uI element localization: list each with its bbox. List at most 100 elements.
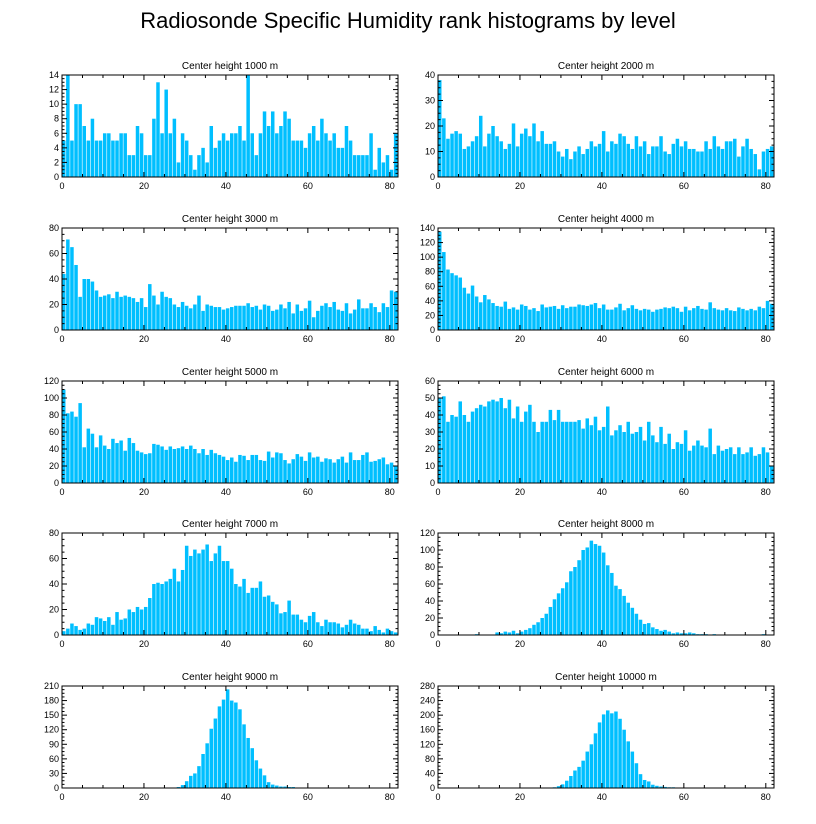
histogram-bar — [515, 146, 520, 177]
histogram-bar — [131, 443, 136, 483]
histogram-bar — [634, 613, 639, 635]
histogram-bar — [569, 306, 573, 330]
histogram-bar — [86, 428, 91, 483]
histogram-bar — [197, 155, 201, 177]
y-tick-label: 40 — [49, 444, 59, 454]
histogram-bar — [577, 420, 581, 483]
y-tick-label: 60 — [425, 281, 435, 291]
histogram-bar — [626, 308, 630, 330]
histogram-bar — [581, 305, 585, 330]
histogram-bar — [466, 293, 471, 330]
histogram-bar — [287, 463, 291, 483]
histogram-bar — [745, 310, 749, 330]
histogram-bar — [94, 140, 99, 177]
histogram-bar — [152, 584, 156, 635]
histogram-bar — [622, 432, 626, 483]
y-tick-label: 0 — [54, 783, 59, 793]
histogram-bar — [377, 459, 382, 483]
histogram-bar — [659, 630, 663, 635]
histogram-bar — [213, 553, 218, 635]
x-tick-label: 0 — [435, 792, 440, 802]
histogram-bar — [262, 111, 267, 177]
histogram-bar — [143, 454, 148, 483]
histogram-bar — [221, 561, 226, 635]
histogram-bar — [336, 459, 341, 483]
histogram-bar — [262, 775, 267, 788]
histogram-bar — [659, 426, 663, 483]
histogram-bar — [524, 411, 528, 483]
histogram-bar — [696, 440, 700, 483]
panel-title: Center height 10000 m — [555, 672, 657, 683]
histogram-bar — [610, 309, 614, 330]
x-tick-label: 40 — [221, 334, 231, 344]
histogram-bar — [655, 785, 659, 788]
histogram-bar — [328, 622, 332, 635]
y-tick-label: 100 — [420, 252, 435, 262]
histogram-bar — [164, 449, 168, 483]
histogram-bar — [299, 456, 304, 483]
histogram-bar — [275, 133, 279, 177]
panel-title: Center height 8000 m — [558, 519, 654, 530]
histogram-bar — [254, 587, 259, 635]
histogram-bar — [184, 140, 189, 177]
histogram-bar — [377, 629, 382, 635]
histogram-bar — [348, 619, 353, 635]
histogram-bar — [692, 445, 696, 483]
panel-title: Center height 2000 m — [558, 61, 654, 72]
histogram-bar — [536, 432, 540, 483]
histogram-bar — [528, 404, 532, 483]
histogram-bar — [107, 133, 111, 177]
histogram-bar — [503, 631, 508, 635]
y-tick-label: 0 — [54, 325, 59, 335]
histogram-bar — [352, 623, 357, 635]
x-tick-label: 60 — [303, 487, 313, 497]
histogram-bar — [569, 421, 573, 483]
histogram-bar — [262, 596, 267, 635]
histogram-bar — [663, 307, 667, 330]
x-tick-label: 80 — [761, 181, 771, 191]
histogram-bar — [221, 699, 226, 788]
histogram-bar — [630, 148, 635, 177]
histogram-bar — [365, 308, 369, 330]
y-tick-label: 40 — [425, 70, 435, 80]
histogram-bar — [585, 547, 590, 635]
histogram-bar — [164, 581, 168, 635]
histogram-bar — [622, 595, 626, 635]
histogram-bar — [519, 133, 524, 177]
histogram-bar — [626, 602, 630, 635]
histogram-bar — [470, 285, 475, 330]
histogram-bar — [62, 631, 66, 635]
histogram-bar — [589, 141, 594, 177]
x-tick-label: 60 — [303, 792, 313, 802]
histogram-bar — [499, 141, 503, 177]
histogram-bar — [98, 296, 103, 330]
histogram-bar — [724, 308, 729, 330]
histogram-bar — [86, 623, 91, 635]
x-tick-label: 60 — [679, 792, 689, 802]
histogram-bar — [201, 147, 205, 177]
histogram-bar — [328, 140, 332, 177]
histogram-bar — [213, 718, 218, 788]
histogram-bar — [242, 140, 246, 177]
histogram-bar — [250, 748, 254, 788]
panel-title: Center height 3000 m — [182, 214, 278, 225]
histogram-bar — [344, 462, 349, 483]
histogram-bar — [474, 136, 479, 177]
histogram-bar — [139, 298, 144, 331]
histogram-bar — [295, 304, 300, 330]
x-tick-label: 40 — [597, 639, 607, 649]
x-tick-label: 0 — [435, 487, 440, 497]
chart-panel-4: Center height 4000 m 0 20 40 60 80 0 20 40 60 80 10… — [420, 214, 775, 344]
histogram-bar — [606, 151, 610, 177]
histogram-bar — [279, 613, 283, 635]
histogram-bar — [606, 565, 610, 635]
histogram-bar — [205, 544, 209, 635]
histogram-bar — [536, 311, 540, 330]
histogram-bar — [205, 304, 209, 330]
histogram-bar — [373, 307, 377, 330]
histogram-bar — [675, 442, 680, 483]
histogram-bar — [573, 770, 577, 788]
histogram-bar — [221, 309, 226, 330]
histogram-bar — [221, 133, 226, 177]
histogram-bar — [565, 148, 569, 177]
